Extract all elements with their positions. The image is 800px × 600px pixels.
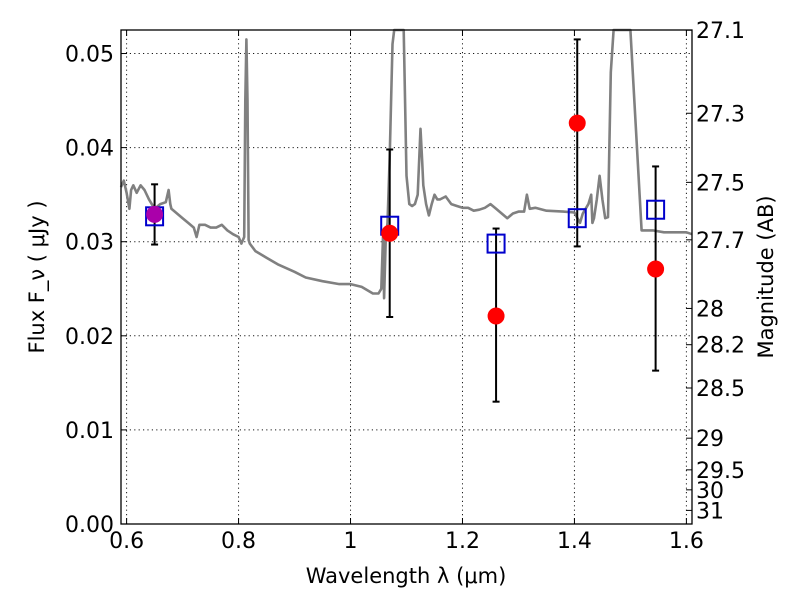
x-tick-label: 0.8	[221, 529, 256, 554]
y-tick-label: 0.04	[65, 137, 114, 162]
y-tick-label: 0.05	[65, 43, 114, 68]
x-tick-label: 1	[344, 529, 358, 554]
right-tick-label: 27.3	[696, 102, 745, 127]
y-axis-label: Flux F_ν ( μJy )	[25, 200, 50, 353]
x-axis-label: Wavelength λ (μm)	[306, 564, 507, 588]
model-square-marker	[567, 208, 587, 229]
observed-point	[146, 205, 164, 223]
right-tick-label: 27.1	[696, 19, 745, 44]
observed-point	[487, 307, 505, 325]
right-tick-label: 28.2	[696, 334, 745, 359]
right-axis-label: Magnitude (AB)	[754, 195, 778, 358]
observed-point	[647, 260, 665, 278]
y-tick-label: 0.02	[65, 325, 114, 350]
right-tick-label: 27.7	[696, 229, 745, 254]
y-tick-label: 0.03	[65, 231, 114, 256]
right-tick-label: 28	[696, 297, 724, 322]
right-tick-label: 31	[696, 499, 724, 524]
x-tick-label: 0.6	[109, 529, 144, 554]
y-tick-label: 0.00	[65, 513, 114, 538]
right-tick-label: 29	[696, 427, 724, 452]
plot-frame	[120, 29, 693, 525]
observed-point	[381, 224, 399, 242]
x-tick-label: 1.6	[669, 529, 704, 554]
model-square-marker	[486, 233, 506, 254]
x-tick-label: 1.2	[445, 529, 480, 554]
y-tick-label: 0.01	[65, 419, 114, 444]
grid-layer	[121, 30, 692, 525]
observed-point	[568, 114, 586, 132]
right-tick-label: 28.5	[696, 377, 745, 402]
model-square-marker	[646, 199, 666, 220]
right-tick-label: 27.5	[696, 171, 745, 196]
spectrum-layer	[119, 28, 693, 300]
x-tick-label: 1.4	[557, 529, 592, 554]
tick-layer: 0.6 0.8 1 1.2 1.4 1.6 0.00 0.01 0.02 0.03 0.04 0.05…	[65, 19, 745, 554]
right-tick-label: 30	[696, 479, 724, 504]
right-tick-label: 29.5	[696, 459, 745, 484]
observed-point-layer	[146, 114, 665, 325]
model-spectrum-line	[119, 28, 693, 300]
